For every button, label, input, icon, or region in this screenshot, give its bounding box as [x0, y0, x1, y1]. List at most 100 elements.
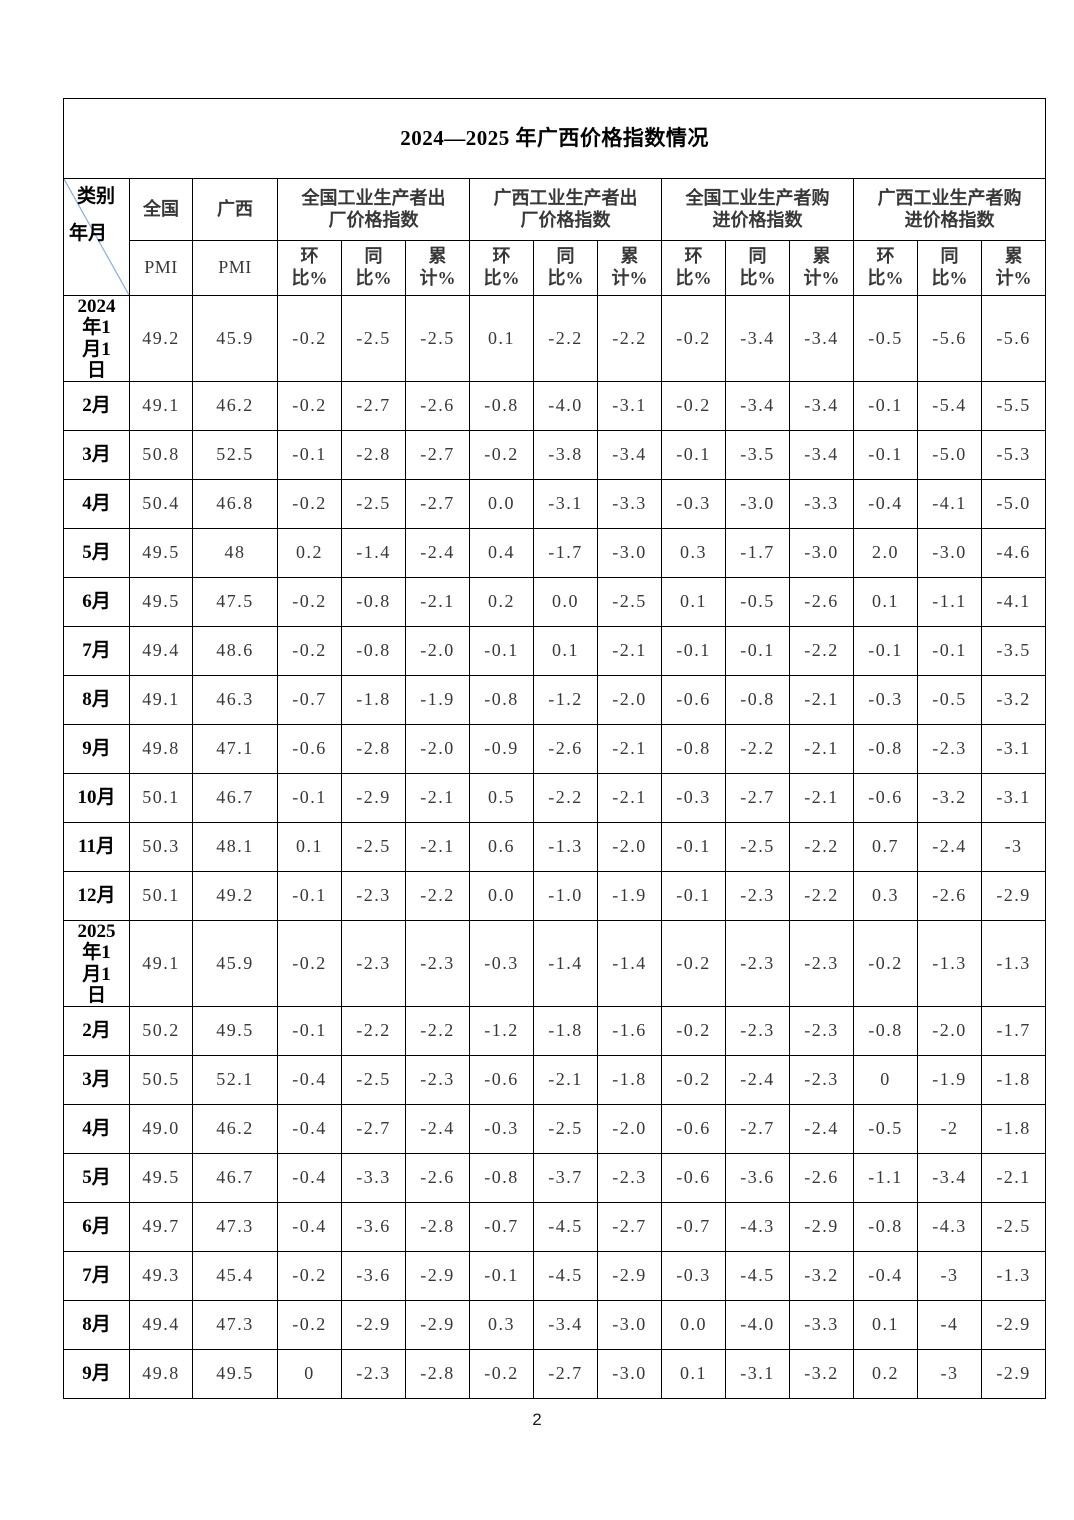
data-cell: -1.3	[980, 920, 1047, 1008]
data-cell: -0.6	[661, 1104, 726, 1155]
data-cell: -3.3	[341, 1153, 406, 1204]
data-cell: -2.2	[405, 1006, 470, 1057]
subheader-cum-pct: 累 计%	[789, 240, 854, 296]
table-row: 8月 49.1 46.3 -0.7 -1.8 -1.9 -0.8 -1.2 -2.0 -0.6 -0…	[63, 675, 1047, 726]
row-label: 2025 年1 月1 日	[63, 920, 130, 1008]
data-cell: -4.5	[533, 1251, 598, 1302]
price-index-table: 2024—2025 年广西价格指数情况 类别 年月 全国 广西 全国工业生产者出…	[62, 98, 1047, 1400]
data-cell: -4.0	[533, 381, 598, 432]
data-cell: -2.7	[533, 1349, 598, 1400]
data-cell: 0.1	[661, 1349, 726, 1400]
data-cell: 50.5	[129, 1055, 193, 1106]
data-cell: 47.3	[192, 1202, 278, 1253]
subheader-mom-pct: 环 比%	[277, 240, 342, 296]
data-cell: -2.3	[405, 920, 470, 1008]
data-cell: -2.1	[405, 577, 470, 628]
data-cell: -2.2	[597, 294, 662, 383]
data-cell: -0.2	[277, 381, 342, 432]
table-row: 4月 49.0 46.2 -0.4 -2.7 -2.4 -0.3 -2.5 -2.0 -0.6 -2…	[63, 1104, 1047, 1155]
row-label: 6月	[63, 577, 130, 628]
data-cell: -3.5	[980, 626, 1047, 677]
table-row: 3月 50.8 52.5 -0.1 -2.8 -2.7 -0.2 -3.8 -3.4 -0.1 -3…	[63, 430, 1047, 481]
data-cell: -2.9	[980, 871, 1047, 922]
data-cell: -2.7	[725, 773, 790, 824]
data-cell: 0.3	[661, 528, 726, 579]
data-cell: -2.5	[725, 822, 790, 873]
data-cell: -3.1	[725, 1349, 790, 1400]
data-cell: -1.3	[980, 1251, 1047, 1302]
data-cell: -2.1	[597, 626, 662, 677]
data-cell: 0.1	[277, 822, 342, 873]
data-cell: 48.6	[192, 626, 278, 677]
data-cell: 49.4	[129, 626, 193, 677]
data-cell: -2.3	[341, 1349, 406, 1400]
data-cell: 49.1	[129, 381, 193, 432]
data-cell: -3.0	[725, 479, 790, 530]
row-label: 8月	[63, 675, 130, 726]
data-cell: -2.2	[341, 1006, 406, 1057]
data-cell: -0.4	[277, 1104, 342, 1155]
data-cell: 45.9	[192, 920, 278, 1008]
row-label: 9月	[63, 1349, 130, 1400]
data-cell: -5.0	[917, 430, 982, 481]
data-cell: -1.9	[917, 1055, 982, 1106]
data-cell: -0.2	[469, 430, 534, 481]
data-cell: 49.4	[129, 1300, 193, 1351]
data-cell: -2.3	[341, 920, 406, 1008]
data-cell: -0.4	[853, 479, 918, 530]
table-row: 10月 50.1 46.7 -0.1 -2.9 -2.1 0.5 -2.2 -2.1 -0.3 -2…	[63, 773, 1047, 824]
data-cell: -1.3	[533, 822, 598, 873]
data-cell: -2.2	[789, 626, 854, 677]
data-cell: -0.3	[853, 675, 918, 726]
data-cell: -2.6	[405, 381, 470, 432]
data-cell: 0.1	[853, 577, 918, 628]
column-group-guangxi-purchase-price-index: 广西工业生产者购 进价格指数	[852, 178, 1047, 241]
data-cell: -3.4	[597, 430, 662, 481]
data-cell: -2.1	[405, 773, 470, 824]
data-cell: 49.8	[129, 1349, 193, 1400]
subheader-mom-pct: 环 比%	[469, 240, 534, 296]
data-cell: 0.0	[661, 1300, 726, 1351]
data-cell: -0.1	[277, 773, 342, 824]
data-cell: -2.8	[405, 1349, 470, 1400]
data-cell: -2.1	[405, 822, 470, 873]
table-row: 12月 50.1 49.2 -0.1 -2.3 -2.2 0.0 -1.0 -1.9 -0.1 -2…	[63, 871, 1047, 922]
diagonal-divider-line	[64, 179, 129, 295]
data-cell: 46.3	[192, 675, 278, 726]
data-cell: -2.7	[405, 430, 470, 481]
table-row: 2025 年1 月1 日 49.1 45.9 -0.2 -2.3 -2.3 -0.3 -1.4…	[63, 920, 1047, 1008]
data-cell: -0.2	[661, 294, 726, 383]
data-cell: -3.4	[533, 1300, 598, 1351]
data-cell: -0.2	[277, 1300, 342, 1351]
data-cell: -0.7	[469, 1202, 534, 1253]
data-cell: 0.0	[469, 871, 534, 922]
data-cell: -2.2	[533, 773, 598, 824]
data-cell: -0.2	[277, 626, 342, 677]
data-cell: -1.0	[533, 871, 598, 922]
data-cell: 52.5	[192, 430, 278, 481]
data-cell: -2.7	[405, 479, 470, 530]
data-cell: -2.1	[789, 773, 854, 824]
data-cell: 47.3	[192, 1300, 278, 1351]
data-cell: -3	[917, 1349, 982, 1400]
data-cell: 46.7	[192, 1153, 278, 1204]
data-cell: 0.3	[853, 871, 918, 922]
data-cell: -0.6	[277, 724, 342, 775]
data-cell: -0.7	[277, 675, 342, 726]
data-cell: -0.1	[277, 430, 342, 481]
data-cell: -5.3	[980, 430, 1047, 481]
data-cell: -0.1	[277, 1006, 342, 1057]
table-row: 4月 50.4 46.8 -0.2 -2.5 -2.7 0.0 -3.1 -3.3 -0.3 -3.…	[63, 479, 1047, 530]
data-cell: -0.2	[277, 479, 342, 530]
data-cell: 50.1	[129, 773, 193, 824]
data-cell: -0.2	[853, 920, 918, 1008]
data-cell: -1.2	[469, 1006, 534, 1057]
data-cell: 46.8	[192, 479, 278, 530]
row-label: 12月	[63, 871, 130, 922]
table-header-section: 2024—2025 年广西价格指数情况 类别 年月 全国 广西 全国工业生产者出…	[62, 98, 1047, 296]
data-cell: -4.1	[917, 479, 982, 530]
data-cell: 50.4	[129, 479, 193, 530]
data-cell: -0.1	[661, 430, 726, 481]
data-cell: -4.6	[980, 528, 1047, 579]
column-header-guangxi: 广西	[192, 178, 278, 241]
